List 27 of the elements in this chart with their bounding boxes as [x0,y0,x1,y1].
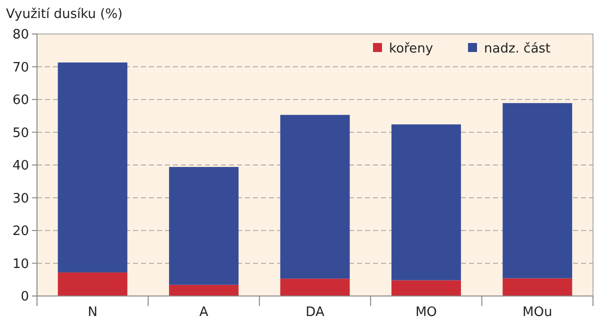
y-tick-label: 30 [12,191,29,206]
bar [169,166,239,285]
y-tick-label: 80 [12,28,29,43]
legend-label: kořeny [389,42,434,57]
x-tick-label: DA [306,305,324,320]
x-tick-label: MO [415,305,437,320]
y-tick-label: 40 [12,158,29,174]
bar [58,62,128,272]
x-tick-label: MOu [522,305,552,320]
y-tick-label: 10 [12,256,29,272]
y-tick-label: 0 [20,290,29,305]
y-axis-title: Využití dusíku (%) [6,7,123,22]
x-tick-label: N [88,305,98,320]
bar [280,278,350,296]
x-tick-label: A [199,305,208,320]
bar [169,284,239,296]
legend-label: nadz. část [484,42,551,57]
bar [502,278,572,296]
y-tick-label: 60 [12,93,29,108]
bar [58,272,128,296]
bar [391,124,461,280]
y-tick-label: 20 [12,224,29,240]
y-tick-label: 70 [12,60,29,76]
bar [391,280,461,296]
y-tick-label: 50 [12,126,29,141]
bar [280,114,350,279]
bar [502,103,572,278]
